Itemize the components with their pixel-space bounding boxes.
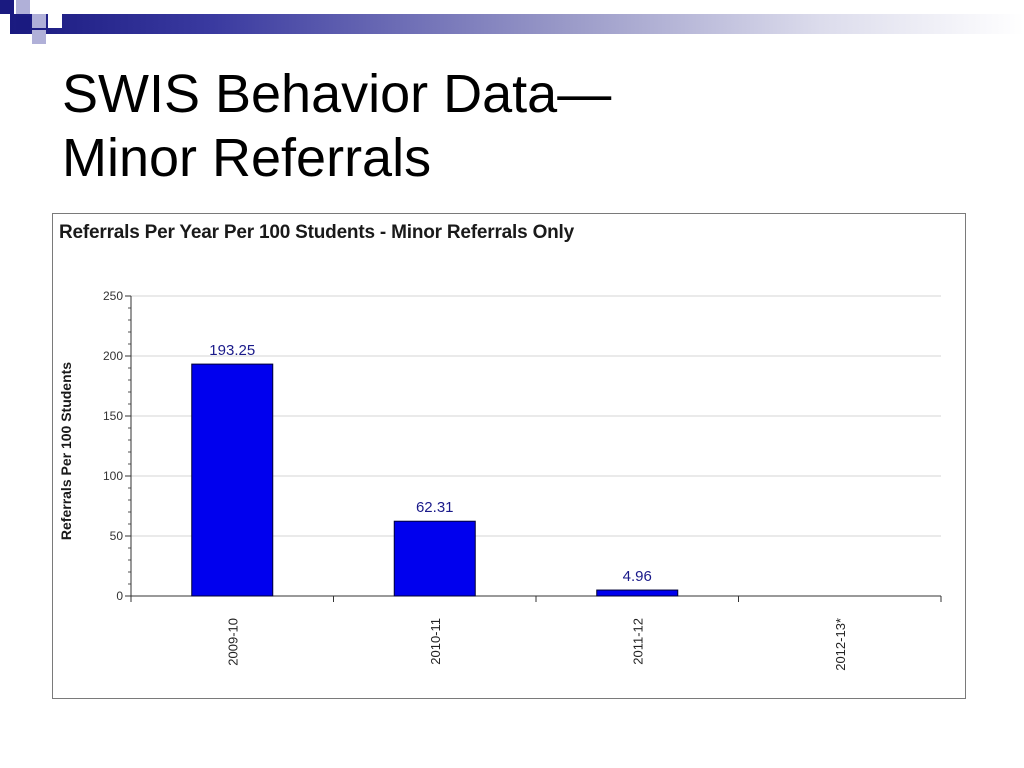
y-tick-label: 0 [116,589,123,603]
slide-title-line-2: Minor Referrals [62,128,432,188]
decorative-square [32,14,46,28]
slide-title: SWIS Behavior Data— Minor Referrals [62,62,611,190]
slide-title-line-1: SWIS Behavior Data— [62,64,612,124]
decorative-square [16,0,30,14]
bar [191,363,274,597]
decorative-square [16,16,30,30]
y-tick-label: 50 [110,529,124,543]
header-gradient-bar [10,14,1024,34]
bar [393,520,476,597]
bar-value-label: 4.96 [623,568,652,585]
decorative-square [0,0,14,14]
y-tick-label: 100 [103,469,123,483]
chart-frame: Referrals Per Year Per 100 Students - Mi… [52,213,966,699]
y-tick-label: 250 [103,289,123,303]
y-tick-label: 200 [103,349,123,363]
x-category-label: 2010-11 [428,618,443,665]
y-tick-label: 150 [103,409,123,423]
y-axis-label: Referrals Per 100 Students [58,362,74,540]
decorative-square [32,30,46,44]
bar-value-label: 62.31 [416,499,454,516]
x-category-label: 2009-10 [225,618,240,666]
decorative-square [48,14,62,28]
bar-value-label: 193.25 [209,342,255,359]
bar-chart: 0 50 100 150 200 250 Referrals Per 100 Student… [58,289,942,671]
bar [596,589,679,597]
x-category-label: 2011-12 [630,618,645,665]
x-category-label: 2012-13* [833,618,848,671]
chart-title: Referrals Per Year Per 100 Students - Mi… [59,222,575,243]
